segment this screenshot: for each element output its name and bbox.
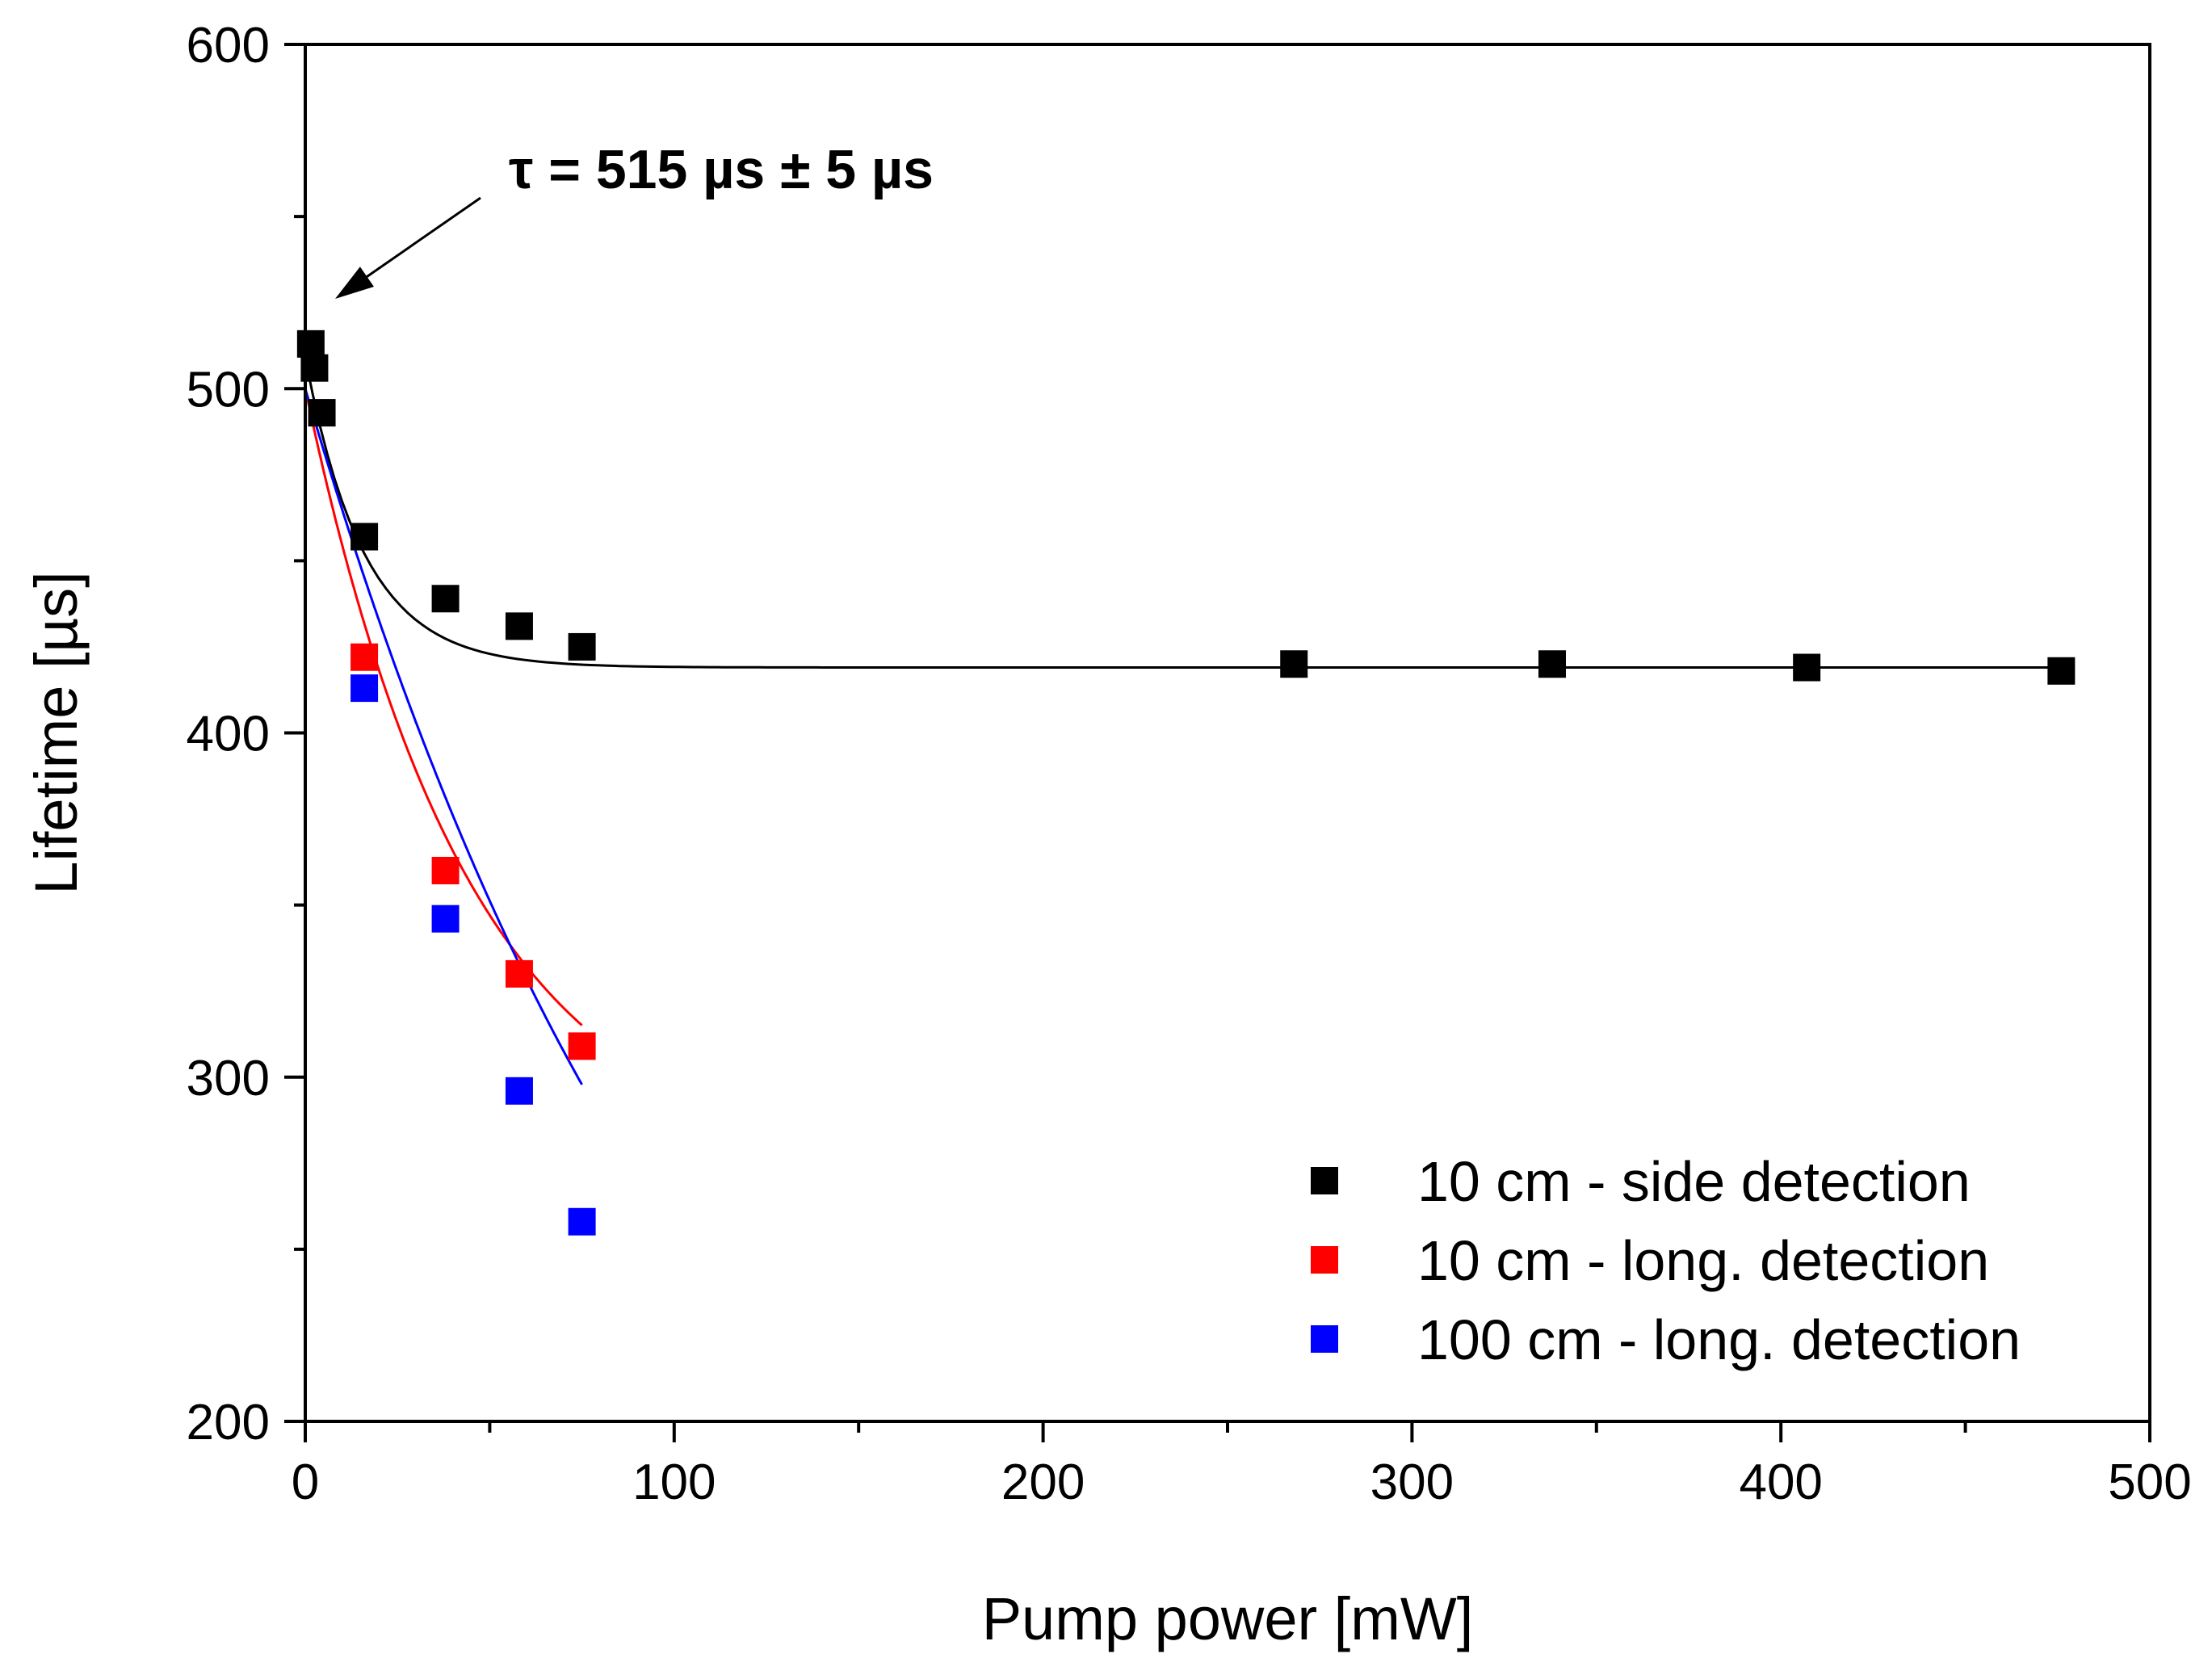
y-tick-label: 200 xyxy=(187,1395,270,1450)
x-tick-label: 300 xyxy=(1370,1454,1454,1510)
y-tick-label: 400 xyxy=(187,707,270,762)
tick-labels: 0 100 200 300 400 500 200 300 400 500 600 xyxy=(187,18,2192,1510)
axis-ticks xyxy=(284,43,2151,1442)
data-point xyxy=(1538,650,1566,678)
data-point xyxy=(1793,653,1821,682)
y-tick-label: 500 xyxy=(187,362,270,418)
data-point xyxy=(300,354,329,382)
legend-label: 10 cm - side detection xyxy=(1417,1150,1971,1213)
x-tick-label: 100 xyxy=(632,1454,716,1510)
legend-marker xyxy=(1311,1246,1338,1274)
annotation-text: τ = 515 µs ± 5 µs xyxy=(509,139,934,200)
fit-curve xyxy=(304,388,583,1026)
y-tick-label: 600 xyxy=(187,18,270,73)
legend-marker xyxy=(1311,1325,1338,1353)
data-point xyxy=(431,585,460,613)
x-tick-label: 200 xyxy=(1001,1454,1085,1510)
x-tick-label: 0 xyxy=(292,1454,319,1510)
data-point xyxy=(568,632,596,661)
x-tick-label: 400 xyxy=(1739,1454,1822,1510)
y-tick-label: 300 xyxy=(187,1051,270,1106)
data-point xyxy=(350,643,379,671)
data-point xyxy=(2047,657,2076,685)
data-point xyxy=(350,674,379,703)
data-point xyxy=(1280,650,1308,678)
data-point xyxy=(431,857,460,884)
data-point xyxy=(308,399,336,427)
x-axis-title: Pump power [mW] xyxy=(982,1585,1474,1652)
plot-frame xyxy=(304,43,2151,1423)
annotation-arrow-head xyxy=(335,267,374,299)
fit-curves xyxy=(304,357,2062,1085)
fit-curve xyxy=(304,357,2062,669)
data-point xyxy=(505,612,533,640)
data-point xyxy=(505,959,533,988)
legend-marker xyxy=(1311,1167,1338,1194)
annotation: τ = 515 µs ± 5 µs xyxy=(335,139,934,299)
legend-label: 100 cm - long. detection xyxy=(1417,1308,2021,1371)
data-point xyxy=(505,1077,533,1105)
fit-curve xyxy=(304,388,583,1085)
y-axis-title: Lifetime [µs] xyxy=(23,571,90,894)
annotation-arrow xyxy=(350,196,481,289)
data-point xyxy=(568,1032,596,1060)
data-point xyxy=(350,523,379,551)
data-markers xyxy=(296,330,2076,1236)
data-point xyxy=(568,1207,596,1236)
legend: 10 cm - side detection 10 cm - long. dete… xyxy=(1311,1150,2021,1371)
data-point xyxy=(431,905,460,933)
data-point xyxy=(296,330,325,358)
legend-label: 10 cm - long. detection xyxy=(1417,1229,1989,1292)
x-tick-label: 500 xyxy=(2108,1454,2191,1510)
